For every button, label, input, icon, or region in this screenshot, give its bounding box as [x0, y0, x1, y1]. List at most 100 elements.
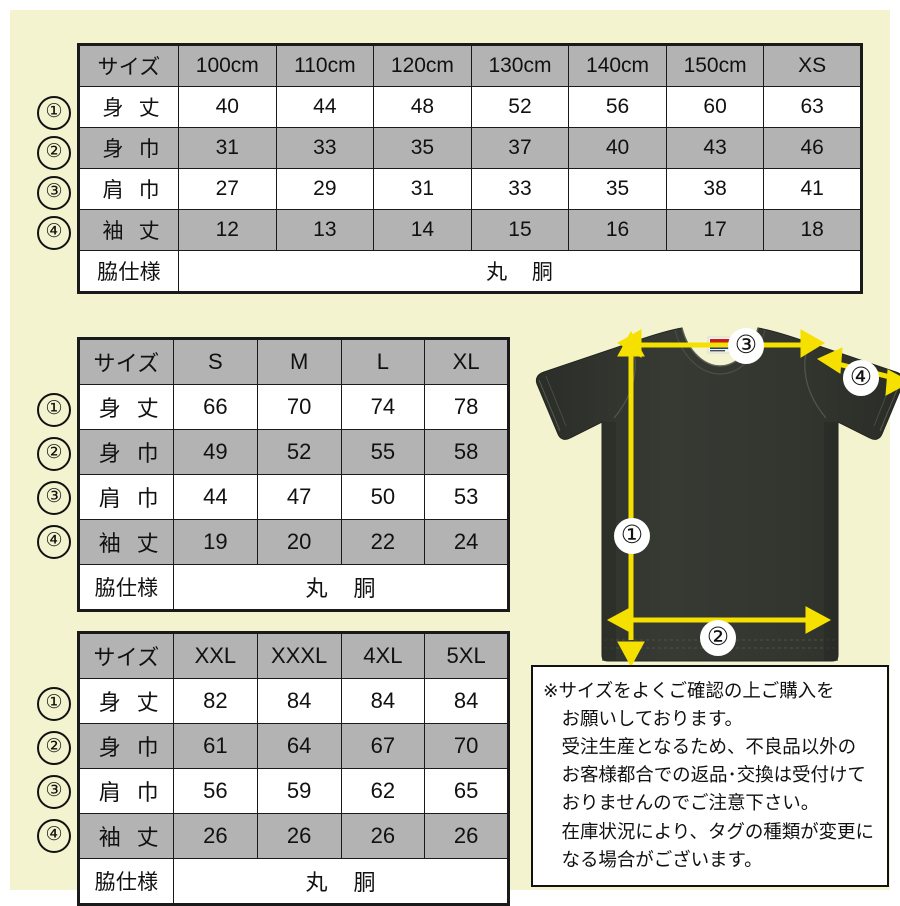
cell: 82: [173, 678, 258, 724]
marker-3-table3: ③: [37, 775, 71, 809]
row-label-shoulder-width: 肩 巾: [78, 168, 179, 210]
marker-2-table2: ②: [37, 437, 71, 471]
marker-1-table2: ①: [37, 393, 71, 427]
cell: 40: [178, 86, 277, 128]
cell: 62: [340, 768, 426, 814]
cell: 56: [173, 768, 258, 814]
cell: 41: [763, 168, 862, 210]
marker-1-table1: ①: [37, 96, 71, 130]
cell: 43: [665, 127, 765, 169]
cell: 74: [340, 384, 426, 430]
cell: 63: [763, 86, 862, 128]
cell: 84: [256, 678, 342, 724]
table-footer-row: 脇仕様 丸 胴: [78, 250, 862, 293]
cell: 27: [178, 168, 277, 210]
cell: 67: [340, 723, 426, 769]
marker-1-table3: ①: [37, 687, 71, 721]
cell: 19: [173, 519, 258, 565]
cell: 14: [373, 209, 472, 251]
row-label-sleeve-length: 袖 丈: [78, 209, 179, 251]
footer-value-side-spec: 丸 胴: [173, 858, 509, 905]
row-label-shoulder-width: 肩 巾: [78, 768, 174, 814]
table-row: 身 丈 66 70 74 78: [78, 384, 509, 430]
cell: 40: [568, 127, 667, 169]
cell: 55: [340, 429, 426, 475]
header-cell-130cm: 130cm: [470, 44, 570, 87]
table-footer-row: 脇仕様 丸 胴: [78, 564, 509, 611]
measurement-arrows: [606, 329, 900, 668]
cell: 29: [275, 168, 375, 210]
cell: 70: [424, 723, 509, 769]
table-footer-row: 脇仕様 丸 胴: [78, 858, 509, 905]
table-header-row: サイズ 100cm 110cm 120cm 130cm 140cm 150cm …: [78, 44, 862, 87]
cell: 46: [763, 127, 862, 169]
header-cell-xl: XL: [424, 338, 509, 385]
header-cell-110cm: 110cm: [275, 44, 375, 87]
cell: 52: [256, 429, 342, 475]
footer-value-side-spec: 丸 胴: [173, 564, 509, 611]
table-row: 身 巾 31 33 35 37 40 43 46: [78, 127, 862, 169]
cell: 44: [173, 474, 258, 520]
footer-label-side-spec: 脇仕様: [78, 858, 174, 905]
cell: 53: [424, 474, 509, 520]
cell: 44: [275, 86, 375, 128]
cell: 12: [178, 209, 277, 251]
header-cell-m: M: [256, 338, 342, 385]
row-label-body-length: 身 丈: [78, 678, 174, 724]
footer-label-side-spec: 脇仕様: [78, 250, 179, 293]
note-line: お願いしております。: [561, 708, 744, 730]
cell: 26: [340, 813, 426, 859]
header-cell-150cm: 150cm: [665, 44, 765, 87]
cell: 52: [470, 86, 570, 128]
header-cell-s: S: [173, 338, 258, 385]
cell: 33: [275, 127, 375, 169]
marker-4-table1: ④: [37, 216, 71, 250]
header-cell-5xl: 5XL: [424, 632, 509, 679]
footer-value-side-spec: 丸 胴: [178, 250, 862, 293]
table-row: 袖 丈 19 20 22 24: [78, 519, 509, 565]
table-row: 肩 巾 27 29 31 33 35 38 41: [78, 168, 862, 210]
note-line: おりませんのでご注意下さい。: [561, 792, 820, 814]
cell: 65: [424, 768, 509, 814]
cell: 48: [373, 86, 472, 128]
cell: 60: [665, 86, 765, 128]
header-cell-4xl: 4XL: [340, 632, 426, 679]
header-cell-xxl: XXL: [173, 632, 258, 679]
cell: 35: [373, 127, 472, 169]
table-header-row: サイズ S M L XL: [78, 338, 509, 385]
cell: 84: [340, 678, 426, 724]
cell: 35: [568, 168, 667, 210]
table-row: 袖 丈 12 13 14 15 16 17 18: [78, 209, 862, 251]
size-table-adult-small: サイズ S M L XL 身 丈 66 70 74 78 身 巾 49 52 5…: [77, 337, 510, 612]
row-label-sleeve-length: 袖 丈: [78, 519, 174, 565]
cell: 26: [256, 813, 342, 859]
cell: 61: [173, 723, 258, 769]
row-label-sleeve-length: 袖 丈: [78, 813, 174, 859]
header-cell-size: サイズ: [78, 338, 174, 385]
table-row: 身 巾 61 64 67 70: [78, 723, 509, 769]
marker-3-table1: ③: [37, 176, 71, 210]
row-label-body-length: 身 丈: [78, 86, 179, 128]
cell: 18: [763, 209, 862, 251]
cell: 31: [373, 168, 472, 210]
cell: 22: [340, 519, 426, 565]
cell: 66: [173, 384, 258, 430]
cell: 33: [470, 168, 570, 210]
header-cell-size: サイズ: [78, 632, 174, 679]
row-label-body-width: 身 巾: [78, 127, 179, 169]
table-row: 肩 巾 44 47 50 53: [78, 474, 509, 520]
cell: 13: [275, 209, 375, 251]
tshirt-silhouette: [535, 327, 900, 662]
size-table-adult-large: サイズ XXL XXXL 4XL 5XL 身 丈 82 84 84 84 身 巾…: [77, 631, 510, 906]
marker-2-table1: ②: [37, 136, 71, 170]
callout-3-shoulder-width: ③: [728, 328, 764, 364]
cell: 78: [424, 384, 509, 430]
table-row: 身 丈 82 84 84 84: [78, 678, 509, 724]
cell: 49: [173, 429, 258, 475]
row-label-shoulder-width: 肩 巾: [78, 474, 174, 520]
cell: 47: [256, 474, 342, 520]
cell: 20: [256, 519, 342, 565]
cell: 50: [340, 474, 426, 520]
note-line: なる場合がございます。: [561, 848, 763, 870]
marker-3-table2: ③: [37, 481, 71, 515]
